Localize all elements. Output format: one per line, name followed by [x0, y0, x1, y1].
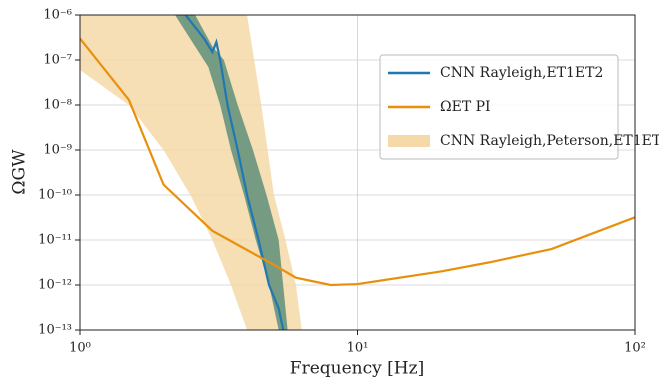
- y-tick-label: 10⁻¹²: [38, 278, 72, 293]
- y-tick-label: 10⁻⁸: [43, 98, 72, 113]
- y-tick-label: 10⁻¹⁰: [38, 188, 72, 203]
- y-tick-label: 10⁻⁹: [43, 143, 72, 158]
- legend-box: [379, 54, 619, 160]
- y-tick-label: 10⁻¹¹: [38, 233, 72, 248]
- legend-label: CNN Rayleigh,Peterson,ET1ET2: [440, 133, 659, 149]
- line: [184, 15, 285, 330]
- uncertainty-band: [175, 15, 288, 330]
- legend-label: CNN Rayleigh,ET1ET2: [440, 65, 603, 81]
- line: [80, 37, 635, 287]
- x-tick-label: 10¹: [347, 341, 369, 356]
- x-axis-label: Frequency [Hz]: [290, 359, 424, 379]
- legend: CNN Rayleigh,ET1ET2 ΩET PI CNN Rayleigh,Pe…: [379, 54, 659, 160]
- y-tick-label: 10⁻⁶: [43, 8, 72, 23]
- y-axis-label: ΩGW: [10, 149, 30, 195]
- y-tick-label: 10⁻¹³: [38, 323, 72, 338]
- y-tick-label: 10⁻⁷: [43, 53, 72, 68]
- legend-label: ΩET PI: [440, 99, 491, 115]
- band: [80, 15, 302, 330]
- plot-area: [80, 15, 635, 330]
- x-tick-label: 10⁰: [69, 341, 91, 356]
- axes: 10⁰ 10¹ 10² 10⁻¹³ 10⁻¹² 10⁻¹¹ 10⁻¹⁰ 10⁻⁹ 10⁻⁸ 10⁻…: [38, 8, 646, 356]
- legend-swatch: [388, 135, 430, 147]
- x-tick-label: 10²: [624, 341, 646, 356]
